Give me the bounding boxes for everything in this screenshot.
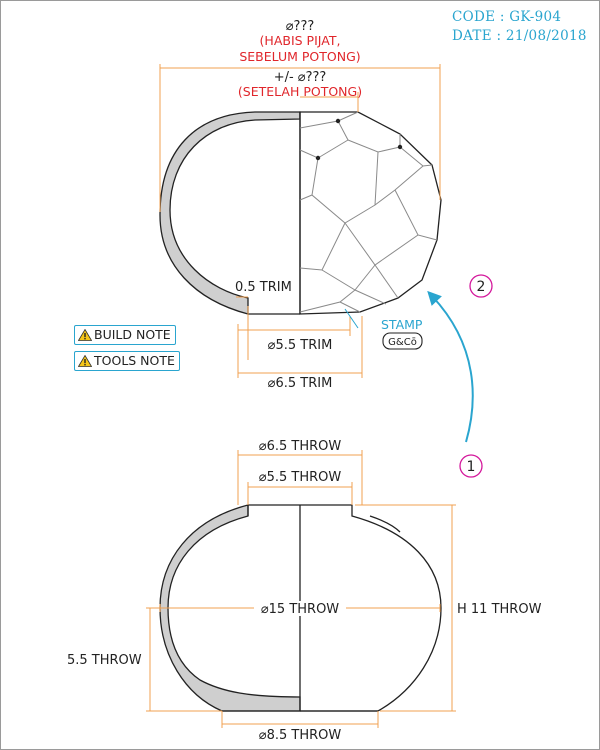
date-label: DATE : 21/08/2018: [452, 27, 587, 44]
build-note-tag[interactable]: BUILD NOTE: [74, 325, 176, 345]
thrown-lower-height-label: 5.5 THROW: [67, 653, 142, 668]
thrown-right-outline: [300, 504, 442, 712]
stamp-mark: G&Cō: [388, 337, 417, 348]
flip-arrow: [427, 290, 474, 443]
step-1-marker: [459, 454, 483, 478]
inner-base-trim-label: ⌀5.5 TRIM: [268, 338, 333, 353]
tools-note-tag[interactable]: TOOLS NOTE: [74, 351, 180, 371]
stamp-mark-badge: [382, 332, 423, 350]
warning-icon: [78, 355, 92, 367]
step-1-number: 1: [467, 459, 476, 475]
trimmed-after-cut-diameter-value: +/- ⌀???: [274, 70, 327, 85]
thrown-inner-rim-label: ⌀5.5 THROW: [259, 470, 342, 485]
stamp-leader: [344, 308, 359, 329]
stamp-label: STAMP: [381, 317, 423, 332]
step-2-marker: [469, 274, 493, 298]
trimmed-top-diameter-note-2: SEBELUM POTONG): [239, 49, 360, 64]
thrown-rim-detail: [369, 515, 401, 533]
build-note-label: BUILD NOTE: [94, 327, 171, 342]
trimmed-right-outline: [299, 111, 442, 315]
trimmed-top-diameter-note-1: (HABIS PIJAT,: [260, 33, 341, 48]
thrown-body-diameter-label: ⌀15 THROW: [261, 602, 339, 617]
thrown-pot-view: [159, 504, 442, 712]
trimmed-top-diameter-value: ⌀???: [286, 19, 315, 34]
wall-trim-label: 0.5 TRIM: [235, 280, 292, 295]
step-2-number: 2: [477, 279, 486, 295]
trimmed-pot-view: [159, 111, 442, 315]
title-block: CODE : GK-904 DATE : 21/08/2018: [452, 8, 587, 45]
thrown-outer-rim-label: ⌀6.5 THROW: [259, 439, 342, 454]
trimmed-after-cut-note: (SETELAH POTONG): [238, 84, 362, 99]
thrown-base-label: ⌀8.5 THROW: [259, 728, 342, 743]
thrown-wall-section: [159, 504, 301, 712]
outer-base-trim-label: ⌀6.5 TRIM: [268, 376, 333, 391]
trimmed-dimensions: [159, 64, 441, 378]
code-label: CODE : GK-904: [452, 9, 562, 25]
thrown-height-label: H 11 THROW: [457, 602, 542, 617]
tools-note-label: TOOLS NOTE: [94, 353, 175, 368]
warning-icon: [78, 329, 92, 341]
